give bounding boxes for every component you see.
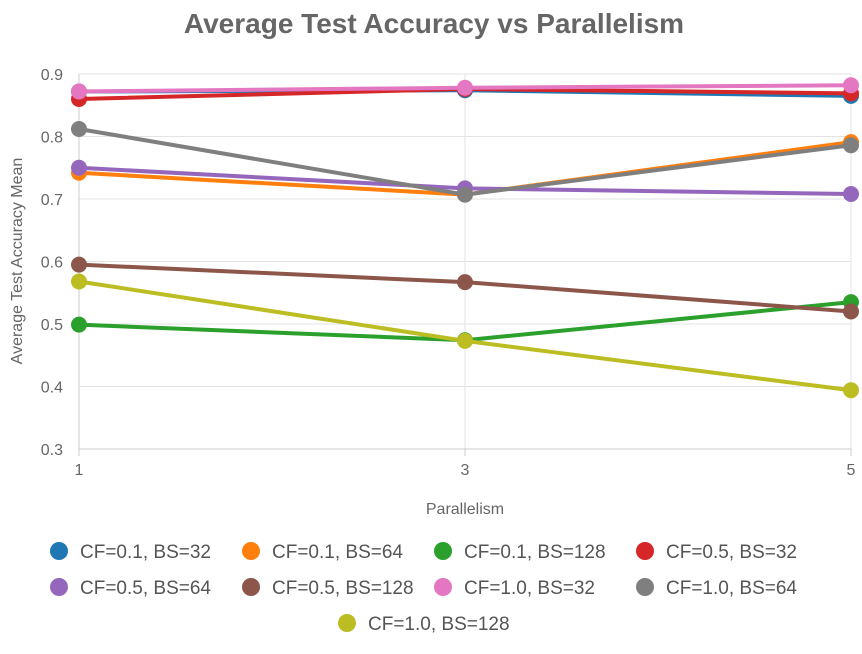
legend-label: CF=0.5, BS=32	[666, 542, 797, 563]
y-tick-label: 0.8	[41, 130, 63, 147]
legend-marker	[242, 578, 260, 596]
legend-marker	[338, 614, 356, 632]
data-point	[71, 121, 87, 137]
legend-label: CF=0.5, BS=64	[80, 578, 211, 599]
data-point	[457, 79, 473, 96]
x-tick-label: 1	[75, 462, 84, 479]
x-tick-label: 3	[461, 462, 470, 479]
y-tick-label: 0.6	[41, 255, 63, 272]
data-point	[71, 273, 87, 290]
legend-marker	[50, 542, 68, 560]
chart-title: Average Test Accuracy vs Parallelism	[184, 8, 684, 39]
data-point	[843, 186, 859, 202]
legend-marker	[434, 578, 452, 596]
legend-label: CF=1.0, BS=32	[464, 578, 595, 599]
x-tick-label: 5	[847, 462, 856, 479]
legend-marker	[242, 542, 260, 560]
legend-marker	[636, 542, 654, 560]
y-tick-label: 0.3	[41, 442, 63, 459]
y-tick-label: 0.9	[41, 67, 63, 84]
legend-label: CF=0.1, BS=64	[272, 542, 403, 563]
legend-marker	[50, 578, 68, 596]
legend-label: CF=0.1, BS=32	[80, 542, 211, 563]
legend-label: CF=0.1, BS=128	[464, 542, 606, 563]
data-point	[843, 382, 859, 399]
data-point	[843, 137, 859, 154]
y-tick-label: 0.7	[41, 192, 63, 209]
legend-label: CF=1.0, BS=64	[666, 578, 797, 599]
y-tick-labels: 0.3 0.4 0.5 0.6 0.7 0.8 0.9	[41, 67, 63, 459]
legend: CF=0.1, BS=32 CF=0.1, BS=64 CF=0.1, BS=128…	[50, 542, 797, 635]
legend-label: CF=1.0, BS=128	[368, 614, 510, 635]
data-point	[71, 256, 87, 273]
x-axis-title: Parallelism	[426, 501, 504, 518]
legend-label: CF=0.5, BS=128	[272, 578, 414, 599]
x-tick-labels: 1 3 5	[75, 462, 856, 479]
data-point	[843, 77, 859, 94]
y-tick-label: 0.4	[41, 380, 63, 397]
legend-marker	[434, 542, 452, 560]
legend-marker	[636, 578, 654, 596]
data-point	[457, 186, 473, 203]
data-point	[457, 332, 473, 349]
series-points	[71, 77, 859, 399]
y-tick-label: 0.5	[41, 317, 63, 334]
data-point	[71, 159, 87, 176]
data-point	[457, 274, 473, 291]
gridlines	[78, 73, 852, 456]
data-point	[71, 316, 87, 333]
data-point	[71, 83, 87, 100]
y-axis-title: Average Test Accuracy Mean	[9, 158, 26, 365]
data-point	[843, 303, 859, 320]
